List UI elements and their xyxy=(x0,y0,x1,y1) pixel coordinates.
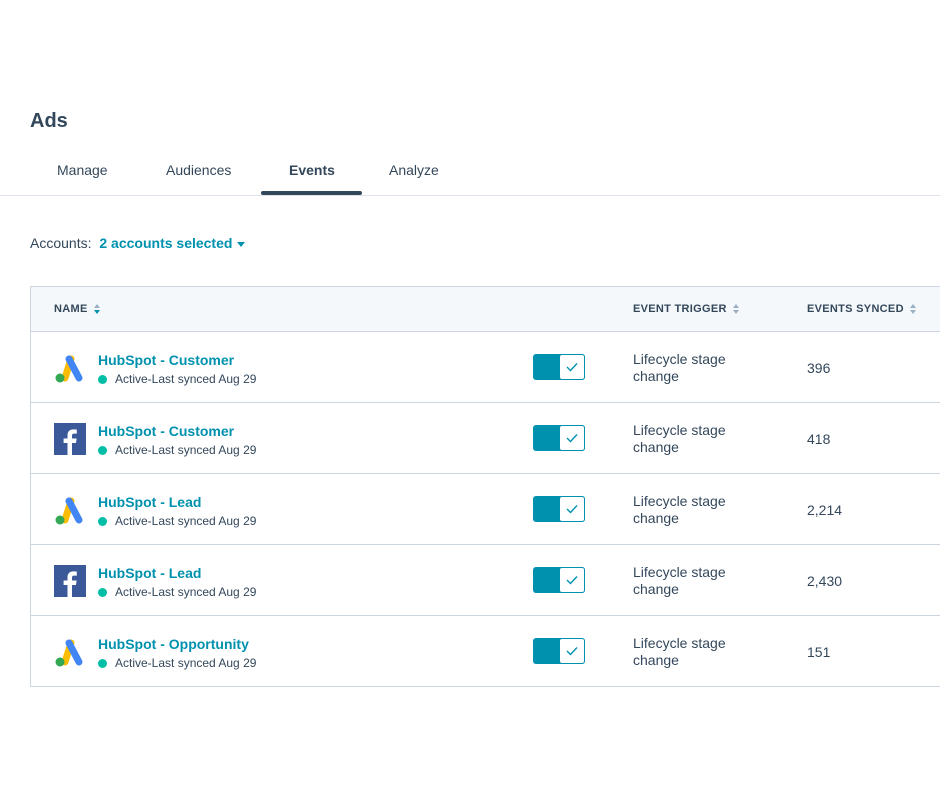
table-row: HubSpot - Opportunity Active-Last synced… xyxy=(31,616,940,686)
accounts-filter: Accounts: 2 accounts selected xyxy=(30,235,246,251)
event-trigger: Lifecycle stage change xyxy=(633,564,753,598)
sync-status: Active-Last synced Aug 29 xyxy=(98,443,256,457)
tab-bar: Manage Audiences Events Analyze xyxy=(0,150,940,196)
event-name-link[interactable]: HubSpot - Customer xyxy=(98,423,235,439)
facebook-icon xyxy=(54,423,86,455)
page-title: Ads xyxy=(30,110,68,132)
checkmark-icon xyxy=(566,363,578,372)
active-tab-indicator xyxy=(261,191,362,195)
event-trigger-line: change xyxy=(633,510,679,526)
event-trigger: Lifecycle stage change xyxy=(633,493,753,527)
sync-toggle[interactable] xyxy=(533,354,585,380)
column-header-events-synced[interactable]: EVENTS SYNCED xyxy=(807,303,916,315)
checkmark-icon xyxy=(566,505,578,514)
event-trigger-line: Lifecycle stage xyxy=(633,635,726,651)
sync-status-text: Active-Last synced Aug 29 xyxy=(115,656,257,670)
sync-status: Active-Last synced Aug 29 xyxy=(98,372,256,386)
caret-down-icon xyxy=(237,241,246,247)
event-name-link[interactable]: HubSpot - Opportunity xyxy=(98,636,249,652)
sync-toggle[interactable] xyxy=(533,567,585,593)
facebook-icon xyxy=(54,565,86,597)
event-name-link[interactable]: HubSpot - Lead xyxy=(98,494,202,510)
event-trigger-line: Lifecycle stage xyxy=(633,493,726,509)
event-name-link[interactable]: HubSpot - Lead xyxy=(98,565,202,581)
sort-icon xyxy=(732,304,739,314)
sort-icon xyxy=(93,304,100,314)
toggle-knob xyxy=(559,567,585,593)
event-trigger-line: Lifecycle stage xyxy=(633,351,726,367)
column-header-event-trigger[interactable]: EVENT TRIGGER xyxy=(633,303,739,315)
accounts-dropdown-label: 2 accounts selected xyxy=(99,235,233,251)
checkmark-icon xyxy=(566,434,578,443)
column-header-trigger-label: EVENT TRIGGER xyxy=(633,303,727,315)
event-trigger: Lifecycle stage change xyxy=(633,351,753,385)
toggle-knob xyxy=(559,638,585,664)
column-header-name[interactable]: NAME xyxy=(54,303,100,315)
google-ads-icon xyxy=(55,497,83,525)
table-header: NAME EVENT TRIGGER EVENTS SYNCED xyxy=(31,287,940,332)
status-dot-icon xyxy=(98,374,107,384)
table-row: HubSpot - Customer Active-Last synced Au… xyxy=(31,403,940,474)
accounts-label: Accounts: xyxy=(30,235,92,251)
toggle-knob xyxy=(559,354,585,380)
event-trigger: Lifecycle stage change xyxy=(633,422,753,456)
platform-logo xyxy=(53,351,87,385)
sort-icon xyxy=(909,304,916,314)
accounts-dropdown[interactable]: 2 accounts selected xyxy=(99,235,246,251)
google-ads-icon xyxy=(55,639,83,667)
event-trigger-line: change xyxy=(633,581,679,597)
platform-logo xyxy=(53,422,87,456)
events-synced-count: 2,430 xyxy=(807,573,843,589)
column-header-name-label: NAME xyxy=(54,303,88,315)
column-header-synced-label: EVENTS SYNCED xyxy=(807,303,904,315)
table-row: HubSpot - Lead Active-Last synced Aug 29… xyxy=(31,545,940,616)
platform-logo xyxy=(53,493,87,527)
sync-toggle[interactable] xyxy=(533,638,585,664)
event-name-link[interactable]: HubSpot - Customer xyxy=(98,352,235,368)
sync-status: Active-Last synced Aug 29 xyxy=(98,585,256,599)
event-trigger-line: change xyxy=(633,439,679,455)
events-synced-count: 418 xyxy=(807,431,831,447)
event-trigger-line: change xyxy=(633,652,679,668)
sync-toggle[interactable] xyxy=(533,496,585,522)
sync-status-text: Active-Last synced Aug 29 xyxy=(115,514,257,528)
status-dot-icon xyxy=(98,516,107,526)
events-synced-count: 396 xyxy=(807,360,831,376)
sync-status-text: Active-Last synced Aug 29 xyxy=(115,372,257,386)
checkmark-icon xyxy=(566,576,578,585)
tab-audiences[interactable]: Audiences xyxy=(166,162,232,178)
toggle-knob xyxy=(559,496,585,522)
status-dot-icon xyxy=(98,445,107,455)
sync-status-text: Active-Last synced Aug 29 xyxy=(115,585,257,599)
events-synced-count: 2,214 xyxy=(807,502,843,518)
checkmark-icon xyxy=(566,647,578,656)
event-trigger-line: Lifecycle stage xyxy=(633,422,726,438)
table-row: HubSpot - Lead Active-Last synced Aug 29… xyxy=(31,474,940,545)
sync-status: Active-Last synced Aug 29 xyxy=(98,656,256,670)
google-ads-icon xyxy=(55,355,83,383)
status-dot-icon xyxy=(98,658,107,668)
table-row: HubSpot - Customer Active-Last synced Au… xyxy=(31,332,940,403)
status-dot-icon xyxy=(98,587,107,597)
event-trigger-line: change xyxy=(633,368,679,384)
platform-logo xyxy=(53,635,87,669)
events-table: NAME EVENT TRIGGER EVENTS SYNCED HubSpot… xyxy=(30,286,940,687)
tab-events[interactable]: Events xyxy=(289,162,335,178)
toggle-knob xyxy=(559,425,585,451)
events-synced-count: 151 xyxy=(807,644,831,660)
event-trigger: Lifecycle stage change xyxy=(633,635,753,669)
sync-toggle[interactable] xyxy=(533,425,585,451)
tab-manage[interactable]: Manage xyxy=(57,162,108,178)
event-trigger-line: Lifecycle stage xyxy=(633,564,726,580)
platform-logo xyxy=(53,564,87,598)
sync-status-text: Active-Last synced Aug 29 xyxy=(115,443,257,457)
tab-analyze[interactable]: Analyze xyxy=(389,162,439,178)
sync-status: Active-Last synced Aug 29 xyxy=(98,514,256,528)
